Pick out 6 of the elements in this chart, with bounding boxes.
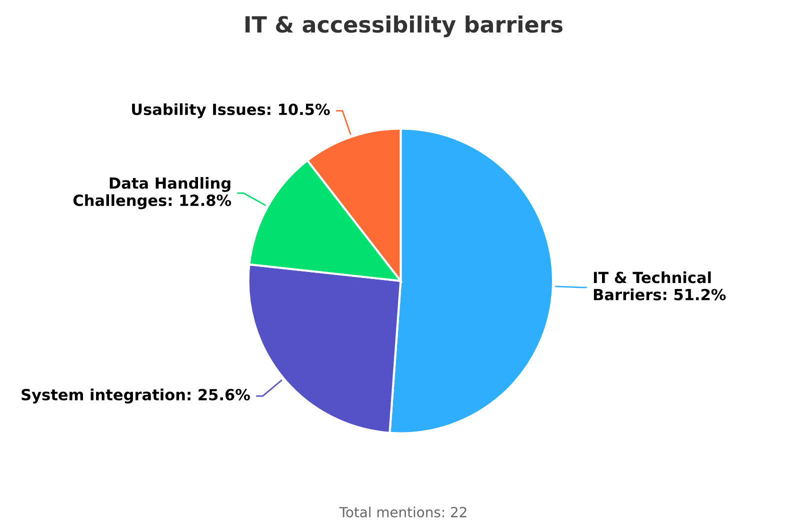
slice-label: System integration: 25.6% bbox=[22, 388, 250, 404]
chart-title: IT & accessibility barriers bbox=[246, 16, 562, 38]
slice-label: IT & Technical Barriers: 51.2% bbox=[594, 271, 726, 300]
slice-label: Usability Issues: 10.5% bbox=[132, 103, 330, 118]
text: Total mentions: 22 bbox=[339, 506, 466, 518]
slice-label: Data Handling Challenges: 12.8% bbox=[73, 177, 232, 210]
